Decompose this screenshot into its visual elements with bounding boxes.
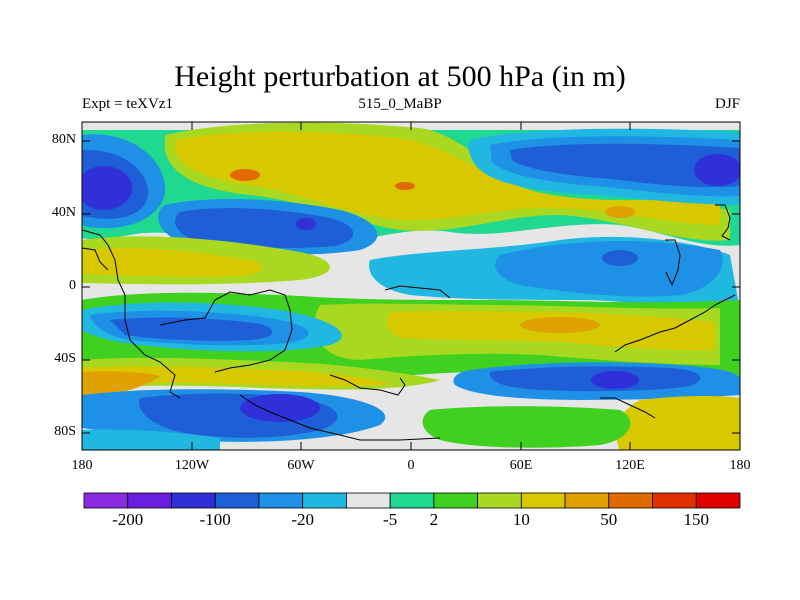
- lon-tick-label: 0: [407, 458, 415, 473]
- colorbar-tick-label: 10: [512, 510, 530, 529]
- lat-tick-label: 80S: [54, 424, 76, 439]
- contour-field: [82, 122, 740, 450]
- colorbar-box: [171, 492, 216, 509]
- colorbar-box: [695, 492, 741, 509]
- colorbar-box: [345, 492, 391, 509]
- colorbar: [83, 492, 741, 509]
- lon-tick-label: 120W: [174, 458, 210, 473]
- lon-tick-label: 180: [729, 458, 751, 473]
- colorbar-tick-label: -200: [112, 510, 144, 529]
- colorbar-box: [564, 492, 610, 509]
- colorbar-box: [477, 492, 522, 509]
- colorbar-box: [83, 492, 129, 509]
- lon-tick-label: 120E: [615, 458, 645, 473]
- axis-ticks: [82, 122, 740, 450]
- colorbar-box: [127, 492, 172, 509]
- coastlines: [82, 204, 736, 441]
- colorbar-box: [258, 492, 304, 509]
- colorbar-tick-label: 150: [683, 510, 710, 529]
- colorbar-box: [652, 492, 697, 509]
- experiment-label: Expt = teXVz1: [82, 96, 173, 112]
- lat-tick-label: 40N: [51, 205, 76, 220]
- colorbar-box: [433, 492, 479, 509]
- season-label: DJF: [714, 96, 740, 112]
- lat-tick-label: 0: [69, 278, 76, 293]
- period-label: 515_0_MaBP: [358, 96, 442, 112]
- colorbar-tick-label: 50: [600, 510, 618, 529]
- colorbar-box: [608, 492, 653, 509]
- lon-tick-label: 180: [71, 458, 93, 473]
- lon-tick-label: 60W: [287, 458, 315, 473]
- colorbar-tick-label: -100: [199, 510, 231, 529]
- colorbar-box: [302, 492, 347, 509]
- lon-tick-label: 60E: [509, 458, 533, 473]
- colorbar-tick-label: -5: [383, 510, 398, 529]
- plot-title: Height perturbation at 500 hPa (in m): [174, 60, 626, 93]
- lat-tick-label: 80N: [51, 132, 76, 147]
- lat-tick-label: 40S: [54, 351, 76, 366]
- colorbar-box: [214, 492, 260, 509]
- colorbar-tick-label: 2: [429, 510, 439, 529]
- colorbar-tick-label: -20: [291, 510, 314, 529]
- colorbar-box: [520, 492, 566, 509]
- colorbar-box: [389, 492, 435, 509]
